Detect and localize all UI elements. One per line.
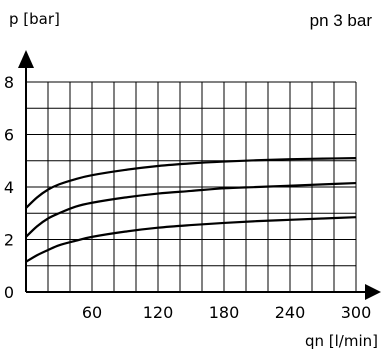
y-axis-arrow (18, 50, 34, 68)
x-tick-label: 60 (82, 303, 102, 322)
curves (25, 157, 357, 263)
x-tick-label: 240 (275, 303, 306, 322)
tick-labels: 0 2 4 6 8 60 120 180 240 300 (4, 73, 371, 322)
series-line-3 (25, 216, 357, 263)
series-line-1 (25, 157, 357, 209)
x-tick-label: 300 (341, 303, 372, 322)
axes (18, 50, 381, 300)
y-tick-label: 0 (4, 283, 14, 302)
y-tick-label: 6 (4, 126, 14, 145)
y-tick-label: 4 (4, 178, 14, 197)
x-axis-label: qn [l/min] (305, 332, 378, 350)
series-line-2 (25, 181, 357, 238)
y-tick-label: 2 (4, 231, 14, 250)
grid (26, 81, 357, 292)
chart-title: pn 3 bar (310, 11, 373, 30)
x-tick-label: 120 (143, 303, 174, 322)
y-tick-label: 8 (4, 73, 14, 92)
x-tick-label: 180 (209, 303, 240, 322)
x-axis-arrow (365, 284, 381, 300)
y-axis-label: p [bar] (9, 10, 60, 28)
